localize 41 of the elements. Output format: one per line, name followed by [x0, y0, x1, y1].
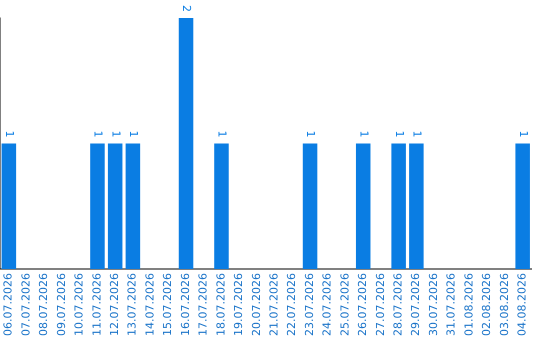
x-tick-label: 23.07.2026 — [302, 273, 316, 336]
data-label: 1 — [109, 130, 122, 138]
x-tick-label: 07.07.2026 — [19, 273, 32, 336]
data-label: 1 — [304, 130, 318, 138]
x-tick-label: 01.08.2026 — [462, 273, 476, 336]
data-label: 1 — [127, 130, 140, 138]
x-tick-label: 31.07.2026 — [444, 273, 458, 336]
x-tick-label: 03.08.2026 — [498, 273, 511, 336]
x-tick-label: 21.07.2026 — [267, 273, 280, 336]
x-tick-label: 06.07.2026 — [2, 273, 15, 336]
data-label: 1 — [357, 130, 370, 138]
x-tick-label: 15.07.2026 — [161, 273, 174, 336]
x-tick-label: 27.07.2026 — [374, 273, 387, 336]
data-label: 2 — [180, 5, 194, 12]
data-label: 1 — [3, 130, 16, 138]
x-tick-label: 30.07.2026 — [426, 273, 440, 336]
data-label: 1 — [92, 130, 105, 138]
x-tick-label: 18.07.2026 — [214, 273, 228, 336]
x-tick-label: 08.07.2026 — [37, 273, 50, 336]
x-tick-label: 19.07.2026 — [232, 273, 246, 336]
x-tick-label: 11.07.2026 — [90, 273, 104, 336]
x-tick-label: 20.07.2026 — [250, 273, 263, 336]
x-tick-label: 29.07.2026 — [409, 273, 422, 336]
x-tick-label: 13.07.2026 — [126, 273, 139, 336]
x-tick-label: 28.07.2026 — [392, 273, 405, 336]
x-tick-label: 16.07.2026 — [178, 273, 192, 336]
x-tick-label: 22.07.2026 — [285, 273, 298, 336]
x-tick-label: 10.07.2026 — [72, 273, 86, 336]
x-tick-label: 24.07.2026 — [320, 273, 334, 336]
data-label: 1 — [516, 130, 530, 138]
x-tick-label: 02.08.2026 — [480, 273, 494, 336]
x-tick-label: 09.07.2026 — [54, 273, 68, 336]
x-tick-label: 26.07.2026 — [356, 273, 370, 336]
data-label: 1 — [392, 130, 406, 138]
x-tick-label: 12.07.2026 — [108, 273, 122, 336]
data-label: 1 — [410, 130, 424, 138]
data-label: 1 — [216, 130, 229, 138]
x-tick-label: 14.07.2026 — [143, 273, 156, 336]
x-tick-label: 25.07.2026 — [338, 273, 352, 336]
x-tick-label: 17.07.2026 — [196, 273, 210, 336]
x-tick-label: 04.08.2026 — [516, 273, 529, 336]
